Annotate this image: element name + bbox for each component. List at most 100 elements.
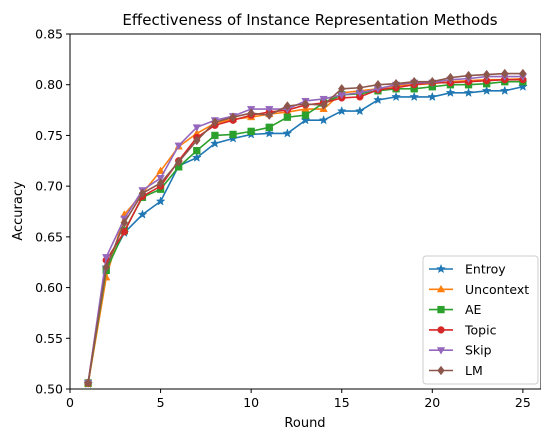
data-point-entroy [463,87,474,97]
data-point-ae [265,123,273,131]
y-tick-label: 0.65 [35,229,63,244]
legend-item-ae: AE [429,302,482,317]
legend-marker-ae [437,305,445,314]
legend-marker-entroy [436,263,446,274]
legend-label-ae: AE [465,302,482,317]
data-point-entroy [318,115,329,125]
data-point-entroy [155,196,166,206]
data-point-entroy [409,91,420,102]
data-point-entroy [445,87,456,97]
data-point-ae [211,131,219,140]
data-point-entroy [427,91,438,102]
x-tick-label: 10 [243,395,259,410]
chart-title: Effectiveness of Instance Representation… [122,11,497,29]
data-point-ae [229,130,237,139]
data-point-lm [410,76,418,87]
data-point-lm [156,178,165,188]
data-point-entroy [336,105,347,116]
x-axis: 0 5 10 15 20 25 [66,389,531,410]
legend-marker-topic [437,326,445,334]
data-point-skip [192,124,201,132]
x-tick-label: 25 [515,395,531,410]
data-point-lm [519,68,527,79]
data-point-lm [428,76,437,87]
x-tick-label: 20 [424,395,440,410]
legend-item-entroy: Entroy [429,262,506,277]
legend-marker-lm [437,365,445,376]
data-point-entroy [499,85,510,95]
plot-area [83,68,528,389]
y-tick-label: 0.55 [35,331,63,346]
y-axis-title: Accuracy [11,181,26,241]
data-point-skip [102,254,111,262]
data-point-skip [174,142,183,150]
legend-label-topic: Topic [464,322,497,337]
data-point-entroy [391,91,401,102]
data-point-ae [301,111,310,119]
legend-item-topic: Topic [429,322,497,337]
data-point-lm [319,100,328,110]
legend-item-lm: LM [429,363,483,378]
axes-frame [69,33,541,390]
legend-box [422,255,539,385]
data-point-lm [229,112,237,123]
y-tick-label: 0.80 [35,77,63,92]
data-point-lm [265,110,273,120]
data-point-lm [120,217,129,228]
legend-marker-uncontext [436,284,446,293]
data-point-lm [501,68,509,79]
data-point-lm [193,135,201,146]
data-point-lm [283,101,292,111]
data-point-lm [356,82,364,93]
y-tick-label: 0.85 [35,27,63,42]
data-point-entroy [191,152,202,162]
x-tick-label: 15 [334,395,350,410]
data-point-entroy [373,94,383,105]
data-point-ae [193,146,201,155]
data-point-lm [338,83,346,94]
y-tick-label: 0.75 [35,128,63,143]
series-lm [84,68,527,388]
x-tick-label: 0 [66,395,74,410]
legend-item-uncontext: Uncontext [429,282,529,297]
data-point-entroy [481,85,492,95]
data-point-entroy [300,115,311,125]
data-point-entroy [137,209,148,219]
legend: Entroy Uncontext AE Topic Skip LM [422,255,539,385]
data-point-lm [446,72,455,83]
data-point-lm [301,99,310,109]
legend-label-skip: Skip [465,343,492,358]
data-point-ae [283,113,292,121]
data-point-entroy [518,81,528,91]
data-point-lm [84,378,92,388]
legend-label-entroy: Entroy [465,262,506,277]
data-point-ae [247,127,255,136]
data-point-lm [482,69,491,80]
data-point-lm [102,262,110,273]
legend-marker-skip [436,347,446,355]
data-point-lm [247,108,255,118]
data-point-entroy [264,128,275,138]
x-tick-label: 5 [157,395,165,410]
data-point-skip [319,95,328,104]
legend-item-skip: Skip [429,343,492,358]
y-tick-label: 0.70 [35,179,63,194]
y-axis: 0.50 0.55 0.60 0.65 0.70 0.75 0.80 0.85 [35,27,70,397]
data-point-entroy [282,128,293,138]
data-point-skip [265,106,274,114]
series-entroy [83,81,528,389]
data-point-lm [464,70,473,81]
legend-label-uncontext: Uncontext [465,282,529,297]
data-point-uncontext [156,166,165,174]
y-tick-label: 0.60 [35,280,63,295]
legend-label-lm: LM [465,363,483,378]
data-point-lm [138,188,147,199]
x-axis-title: Round [284,416,325,428]
data-point-lm [374,79,382,90]
y-tick-label: 0.50 [35,382,63,397]
data-point-lm [174,156,183,167]
data-point-lm [392,78,400,89]
data-point-entroy [210,138,220,148]
data-point-lm [211,117,219,128]
